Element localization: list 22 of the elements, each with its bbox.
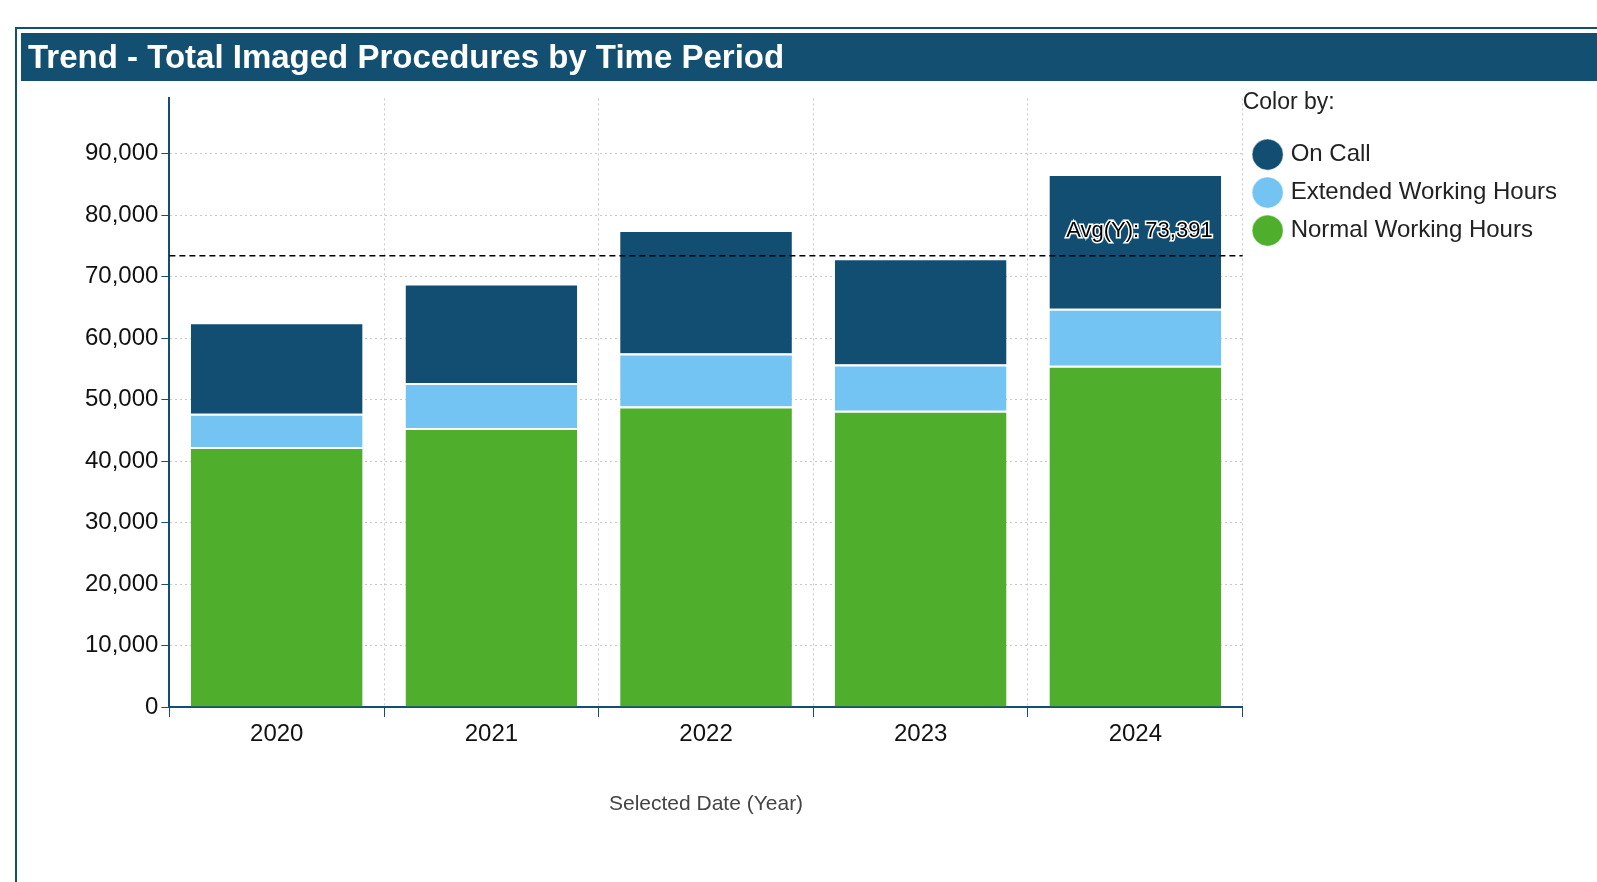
ref-line-label: Avg(Y): 73,391 <box>1066 216 1213 242</box>
x-tick-label: 2021 <box>464 719 519 747</box>
legend-label: On Call <box>1290 139 1371 167</box>
y-tick-label: 50,000 <box>85 384 159 412</box>
legend-label: Extended Working Hours <box>1290 177 1557 205</box>
x-tick-label: 2020 <box>250 719 304 747</box>
x-axis-title: Selected Date (Year) <box>608 791 804 815</box>
x-tick-label: 2022 <box>679 719 733 747</box>
y-tick-label: 60,000 <box>85 322 159 350</box>
chart-title: Trend - Total Imaged Procedures by Time Period <box>21 33 1597 81</box>
y-tick-label: 20,000 <box>85 568 159 596</box>
y-tick-label: 70,000 <box>85 261 159 289</box>
x-tick-label: 2023 <box>893 719 948 747</box>
legend-label: Normal Working Hours <box>1290 215 1533 243</box>
y-tick-label: 40,000 <box>85 445 159 473</box>
y-tick-label: 10,000 <box>85 630 159 658</box>
y-tick-label: 80,000 <box>85 199 159 227</box>
y-tick-label: 90,000 <box>85 138 159 166</box>
y-tick-label: 0 <box>145 691 159 719</box>
legend-title: Color by: <box>1242 87 1335 114</box>
x-tick-label: 2024 <box>1108 719 1163 747</box>
y-tick-label: 30,000 <box>85 507 159 535</box>
